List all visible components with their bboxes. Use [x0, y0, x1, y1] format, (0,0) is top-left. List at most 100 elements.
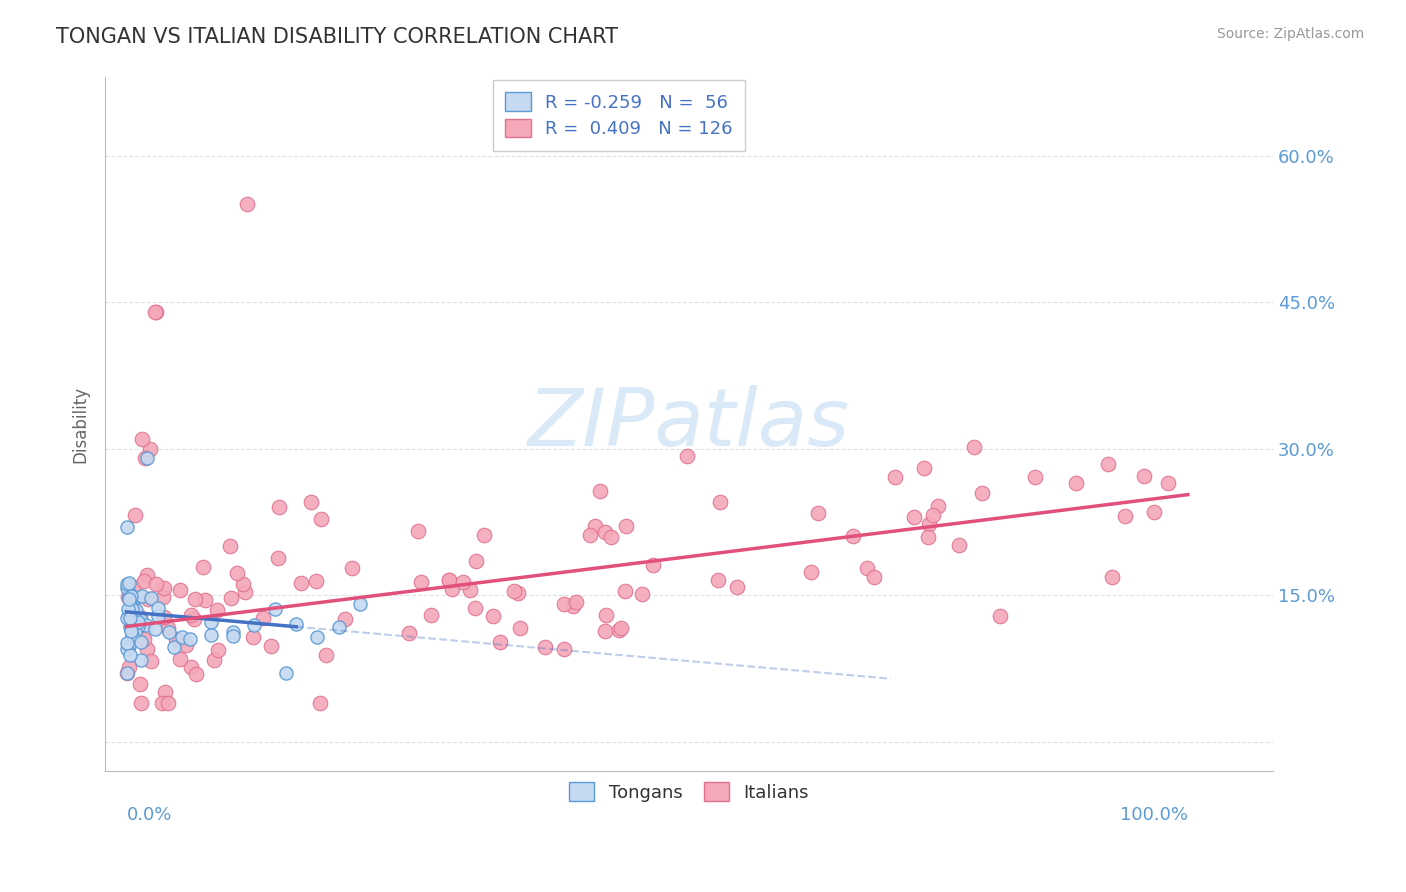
Point [503, 584, 526, 599]
Point [613, 583, 636, 598]
Point [534, 640, 557, 655]
Point [675, 449, 697, 463]
Point [124, 625, 146, 640]
Point [465, 554, 488, 568]
Point [124, 508, 146, 523]
Point [725, 581, 748, 595]
Point [340, 561, 363, 575]
Point [260, 639, 283, 653]
Point [948, 538, 970, 552]
Point [219, 591, 242, 605]
Point [205, 603, 228, 617]
Point [122, 604, 145, 618]
Point [121, 628, 143, 642]
Point [200, 615, 222, 629]
Point [225, 566, 247, 581]
Point [600, 530, 623, 544]
Point [118, 606, 141, 620]
Point [221, 625, 243, 640]
Point [125, 603, 148, 617]
Point [129, 634, 152, 648]
Point [588, 483, 610, 498]
Point [917, 530, 939, 544]
Point [117, 520, 139, 534]
Point [437, 574, 460, 588]
Point [129, 610, 152, 624]
Point [169, 582, 191, 597]
Point [1024, 470, 1046, 484]
Point [243, 618, 266, 632]
Point [252, 611, 274, 625]
Point [451, 574, 474, 589]
Point [180, 608, 202, 623]
Point [274, 665, 297, 680]
Point [131, 589, 153, 603]
Point [136, 592, 159, 607]
Point [922, 508, 945, 523]
Point [131, 433, 153, 447]
Point [233, 584, 256, 599]
Point [440, 582, 463, 596]
Point [311, 512, 333, 526]
Point [117, 591, 139, 605]
Point [194, 592, 217, 607]
Point [127, 619, 149, 633]
Point [219, 539, 242, 553]
Point [134, 451, 156, 466]
Point [139, 591, 162, 605]
Point [143, 622, 166, 636]
Point [118, 592, 141, 607]
Point [118, 590, 141, 604]
Point [136, 568, 159, 582]
Point [122, 617, 145, 632]
Point [139, 442, 162, 456]
Point [115, 665, 138, 680]
Point [183, 612, 205, 626]
Point [191, 559, 214, 574]
Point [117, 602, 139, 616]
Point [129, 616, 152, 631]
Point [120, 587, 142, 601]
Point [136, 451, 159, 466]
Point [349, 598, 371, 612]
Point [1064, 475, 1087, 490]
Point [509, 622, 531, 636]
Point [121, 589, 143, 603]
Point [127, 615, 149, 629]
Point [118, 592, 141, 607]
Point [562, 599, 585, 613]
Point [145, 305, 167, 319]
Point [409, 575, 432, 590]
Point [1157, 475, 1180, 490]
Point [129, 614, 152, 628]
Point [856, 561, 879, 575]
Point [309, 696, 332, 710]
Y-axis label: Disability: Disability [72, 385, 89, 463]
Point [129, 653, 152, 667]
Point [963, 440, 986, 454]
Point [707, 573, 730, 587]
Point [807, 506, 830, 520]
Point [120, 611, 142, 625]
Point [135, 641, 157, 656]
Point [184, 666, 207, 681]
Point [862, 570, 884, 584]
Point [120, 624, 142, 638]
Point [595, 608, 617, 623]
Point [903, 509, 925, 524]
Point [264, 602, 287, 616]
Point [610, 622, 633, 636]
Point [121, 602, 143, 616]
Point [267, 500, 290, 514]
Point [437, 573, 460, 587]
Point [148, 601, 170, 615]
Point [406, 524, 429, 539]
Point [134, 574, 156, 588]
Point [180, 660, 202, 674]
Text: 0.0%: 0.0% [127, 805, 172, 824]
Point [153, 610, 176, 624]
Point [579, 528, 602, 542]
Point [172, 630, 194, 644]
Text: ZIPatlas: ZIPatlas [527, 385, 851, 463]
Point [267, 550, 290, 565]
